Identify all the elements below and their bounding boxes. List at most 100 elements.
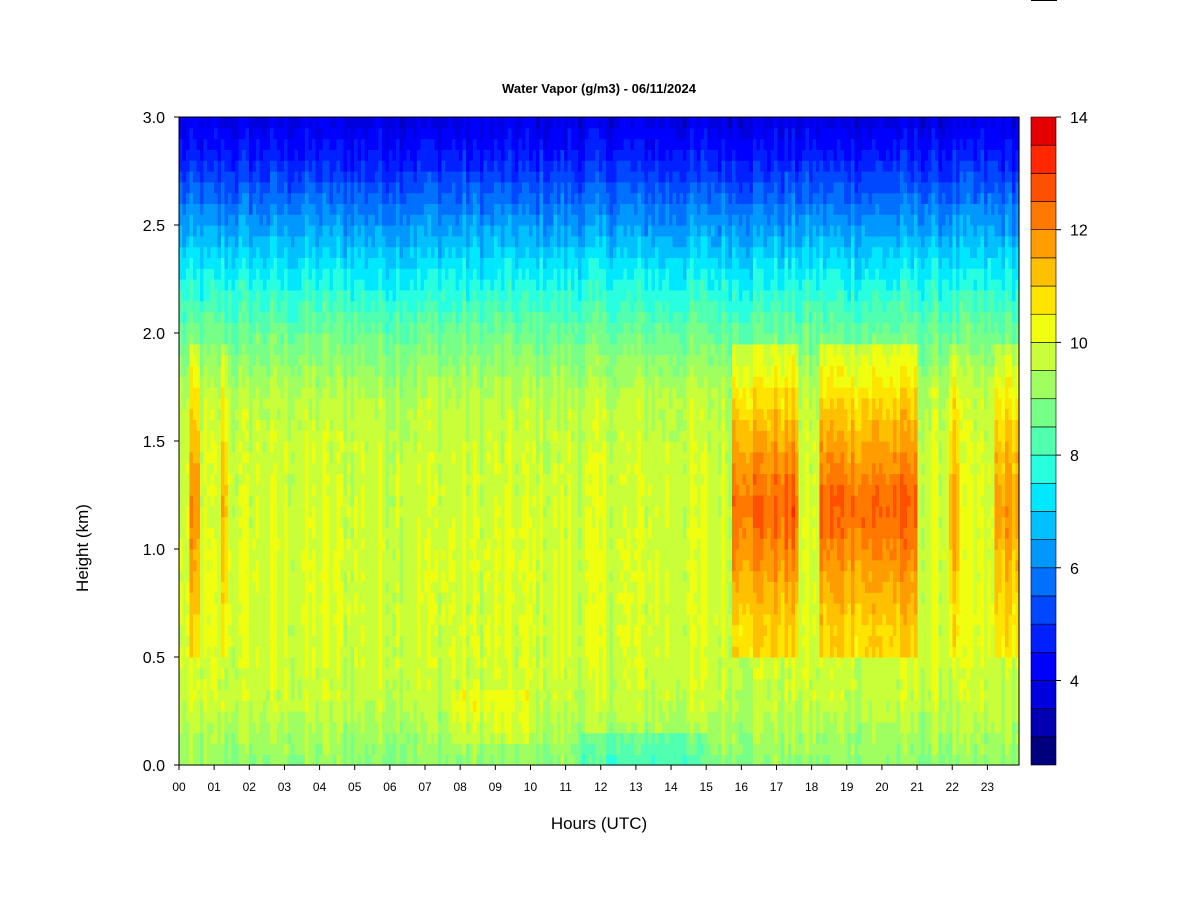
heatmap-cell: [375, 333, 380, 345]
heatmap-cell: [326, 279, 331, 291]
heatmap-cell: [445, 700, 450, 712]
heatmap-cell: [424, 354, 429, 366]
heatmap-cell: [445, 667, 450, 680]
heatmap-cell: [350, 613, 355, 626]
heatmap-cell: [410, 549, 415, 561]
heatmap-cell: [259, 333, 264, 345]
heatmap-cell: [196, 732, 201, 744]
heatmap-cell: [252, 397, 257, 410]
heatmap-cell: [196, 462, 201, 474]
heatmap-cell: [340, 181, 345, 194]
heatmap-cell: [385, 365, 390, 377]
heatmap-cell: [403, 441, 408, 453]
heatmap-cell: [221, 419, 226, 431]
heatmap-cell: [182, 397, 187, 410]
heatmap-cell: [343, 754, 348, 766]
heatmap-cell: [189, 505, 194, 518]
heatmap-cell: [203, 246, 208, 258]
heatmap-cell: [301, 138, 306, 150]
heatmap-cell: [427, 538, 432, 550]
heatmap-cell: [308, 549, 313, 561]
heatmap-cell: [392, 268, 397, 280]
heatmap-cell: [214, 171, 219, 183]
heatmap-cell: [301, 300, 306, 312]
heatmap-cell: [371, 160, 376, 172]
heatmap-cell: [417, 592, 422, 604]
heatmap-cell: [305, 225, 310, 237]
heatmap-cell: [417, 559, 422, 572]
heatmap-cell: [315, 376, 320, 388]
heatmap-cell: [399, 160, 404, 172]
heatmap-cell: [182, 549, 187, 561]
heatmap-cell: [291, 268, 296, 280]
heatmap-cell: [322, 397, 327, 410]
heatmap-cell: [291, 581, 296, 593]
heatmap-cell: [221, 257, 226, 269]
heatmap-cell: [385, 559, 390, 572]
heatmap-cell: [200, 592, 205, 604]
heatmap-cell: [357, 559, 362, 572]
heatmap-cell: [308, 376, 313, 388]
heatmap-cell: [207, 549, 212, 561]
heatmap-cell: [354, 484, 359, 496]
heatmap-cell: [459, 160, 464, 172]
heatmap-cell: [305, 333, 310, 345]
heatmap-cell: [431, 441, 436, 453]
heatmap-cell: [301, 527, 306, 539]
heatmap-cell: [312, 365, 317, 377]
heatmap-cell: [263, 192, 268, 204]
heatmap-cell: [270, 397, 275, 410]
heatmap-cell: [459, 397, 464, 410]
heatmap-cell: [228, 387, 233, 399]
heatmap-cell: [312, 149, 317, 161]
heatmap-cell: [354, 289, 359, 302]
heatmap-cell: [445, 257, 450, 269]
heatmap-cell: [179, 171, 184, 183]
heatmap-cell: [242, 754, 247, 766]
heatmap-cell: [448, 570, 453, 582]
heatmap-cell: [469, 592, 474, 604]
heatmap-cell: [438, 257, 443, 269]
heatmap-cell: [277, 354, 282, 366]
heatmap-cell: [378, 149, 383, 161]
heatmap-cell: [347, 451, 352, 464]
heatmap-cell: [200, 343, 205, 356]
heatmap-cell: [364, 430, 369, 442]
heatmap-cell: [301, 192, 306, 204]
heatmap-cell: [378, 462, 383, 474]
heatmap-cell: [371, 754, 376, 766]
heatmap-cell: [385, 624, 390, 636]
heatmap-cell: [336, 268, 341, 280]
heatmap-cell: [312, 343, 317, 356]
heatmap-cell: [242, 559, 247, 572]
heatmap-cell: [459, 441, 464, 453]
heatmap-cell: [308, 430, 313, 442]
heatmap-cell: [193, 171, 198, 183]
heatmap-cell: [315, 451, 320, 464]
heatmap-cell: [368, 397, 373, 410]
heatmap-cell: [382, 484, 387, 496]
heatmap-cell: [462, 225, 467, 237]
heatmap-cell: [340, 505, 345, 518]
heatmap-cell: [326, 516, 331, 528]
heatmap-cell: [224, 311, 229, 323]
heatmap-cell: [221, 646, 226, 658]
heatmap-cell: [280, 613, 285, 626]
heatmap-cell: [200, 311, 205, 323]
heatmap-cell: [308, 311, 313, 323]
heatmap-cell: [441, 711, 446, 723]
heatmap-cell: [452, 559, 457, 572]
heatmap-cell: [263, 181, 268, 194]
heatmap-cell: [238, 678, 243, 690]
heatmap-cell: [238, 376, 243, 388]
heatmap-cell: [179, 743, 184, 755]
heatmap-cell: [389, 354, 394, 366]
heatmap-cell: [263, 495, 268, 507]
heatmap-cell: [280, 527, 285, 539]
heatmap-cell: [389, 117, 394, 129]
heatmap-cell: [305, 279, 310, 291]
heatmap-cell: [424, 138, 429, 150]
heatmap-cell: [259, 138, 264, 150]
heatmap-cell: [326, 743, 331, 755]
heatmap-cell: [224, 354, 229, 366]
